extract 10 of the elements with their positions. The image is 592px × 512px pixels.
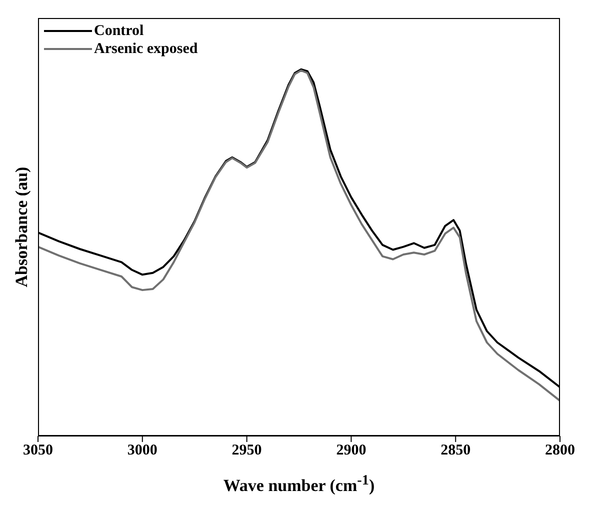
legend-label: Control: [94, 22, 144, 40]
x-tick-label: 2850: [440, 442, 471, 459]
y-axis-title: Absorbance (au): [12, 166, 31, 288]
legend-label: Arsenic exposed: [94, 40, 198, 58]
x-tick-label: 3000: [127, 442, 158, 459]
x-tick-label: 2950: [232, 442, 262, 459]
x-tick-label: 2800: [545, 442, 575, 459]
x-axis-title: Wave number (cm$^{-1}$): [223, 472, 375, 495]
x-tick-label: 2900: [336, 442, 366, 459]
x-tick-label: 3050: [23, 442, 53, 459]
